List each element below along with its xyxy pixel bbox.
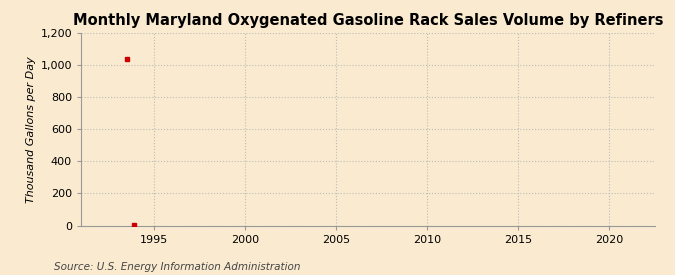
Title: Monthly Maryland Oxygenated Gasoline Rack Sales Volume by Refiners: Monthly Maryland Oxygenated Gasoline Rac… bbox=[73, 13, 663, 28]
Y-axis label: Thousand Gallons per Day: Thousand Gallons per Day bbox=[26, 56, 36, 203]
Text: Source: U.S. Energy Information Administration: Source: U.S. Energy Information Administ… bbox=[54, 262, 300, 272]
